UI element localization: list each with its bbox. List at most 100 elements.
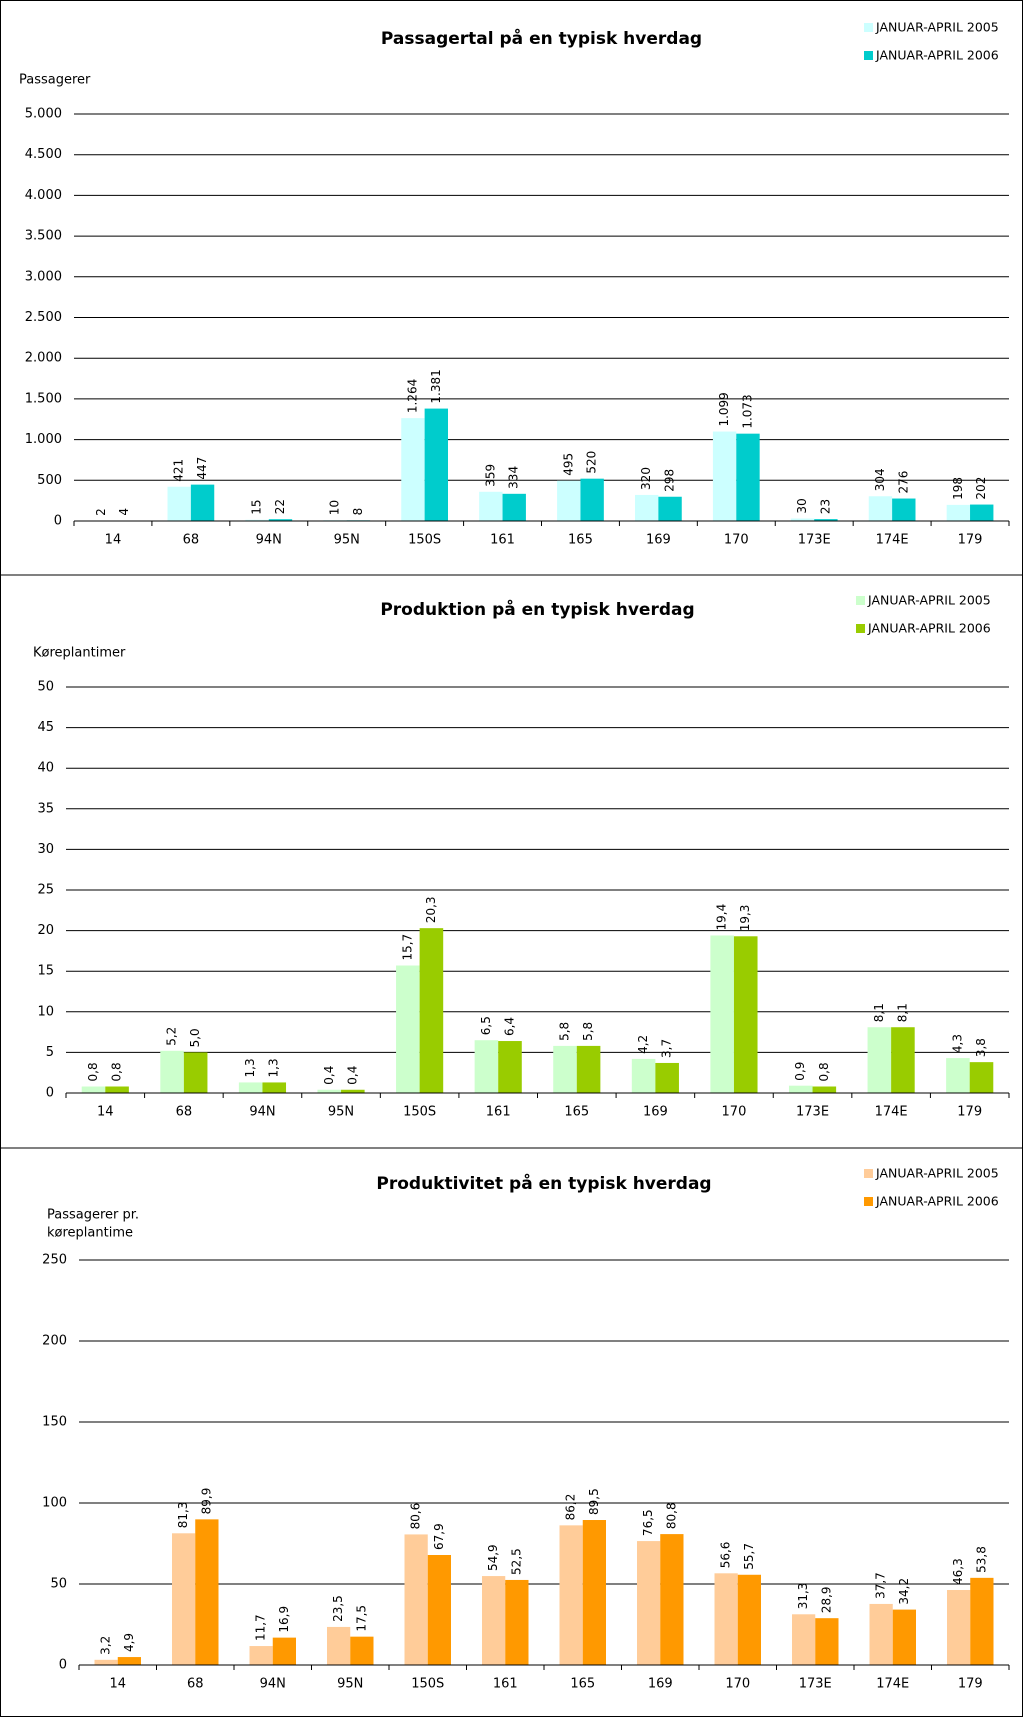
legend-label: JANUAR-APRIL 2006 [867,621,991,636]
value-label: 0,8 [817,1062,831,1081]
bar [969,1062,994,1093]
x-tick-label: 94N [260,1677,286,1692]
legend-label: JANUAR-APRIL 2005 [867,593,991,608]
bar [482,1576,506,1665]
value-label: 198 [951,477,965,500]
value-label: 37,7 [874,1572,888,1599]
y-tick-label: 3.500 [25,229,62,244]
y-tick-label: 500 [37,473,62,488]
value-label: 359 [483,464,497,487]
bar [474,1040,499,1093]
value-label: 56,6 [719,1542,733,1569]
bar [341,1089,365,1093]
x-tick-label: 173E [796,1105,829,1120]
x-tick-label: 161 [493,1677,518,1692]
value-label: 5,0 [188,1028,202,1047]
value-label: 19,4 [715,904,729,931]
x-tick-label: 14 [97,1105,114,1120]
chart-title: Passagertal på en typisk hverdag [381,27,702,49]
y-tick-label: 40 [37,761,54,776]
x-tick-label: 150S [408,533,441,548]
value-label: 3,2 [99,1636,113,1655]
value-label: 1.073 [740,394,754,428]
value-label: 334 [507,466,521,489]
bar [350,1636,374,1665]
bar [479,491,503,521]
bar [892,1609,916,1665]
x-tick-label: 170 [725,1677,750,1692]
bar [655,1062,679,1093]
bar [582,1520,606,1665]
x-tick-label: 179 [957,1105,982,1120]
value-label: 304 [873,468,887,491]
value-label: 0,8 [110,1062,124,1081]
bar [262,1082,287,1093]
value-label: 1.381 [429,369,443,403]
value-label: 86,2 [564,1494,578,1521]
y-tick-label: 1.000 [25,432,62,447]
bar [814,519,838,521]
value-label: 1,3 [243,1058,257,1077]
value-label: 17,5 [354,1605,368,1632]
x-tick-label: 150S [411,1677,444,1692]
bar [502,493,526,521]
x-tick-label: 174E [876,1677,909,1692]
value-label: 447 [195,457,209,480]
value-label: 20,3 [424,896,438,923]
value-label: 15 [250,499,264,514]
y-tick-label: 150 [42,1415,67,1430]
value-label: 8 [351,508,365,516]
bar [167,486,191,521]
bar [505,1579,529,1665]
value-label: 1.264 [405,379,419,413]
bar [160,1050,184,1093]
bar [737,1574,761,1665]
x-tick-label: 95N [337,1677,363,1692]
x-tick-label: 174E [876,533,909,548]
legend-swatch [864,1169,873,1178]
value-label: 55,7 [742,1543,756,1570]
x-tick-label: 170 [724,533,749,548]
value-label: 15,7 [400,934,414,961]
bar [396,965,420,1093]
bar [272,1637,296,1665]
x-tick-label: 68 [183,533,200,548]
bar [117,1657,141,1665]
bar [733,936,758,1093]
value-label: 5,8 [558,1022,572,1041]
y-tick-label: 3.000 [25,269,62,284]
y-tick-label: 50 [50,1577,67,1592]
value-label: 8,1 [895,1003,909,1022]
value-label: 53,8 [974,1546,988,1573]
legend-swatch [864,1197,873,1206]
bar [427,1555,451,1665]
y-tick-label: 5 [46,1045,54,1060]
y-tick-label: 15 [37,964,54,979]
bar [712,431,737,521]
bar [424,408,448,521]
value-label: 3,8 [974,1038,988,1057]
x-tick-label: 161 [490,533,515,548]
y-tick-label: 4.000 [25,188,62,203]
value-label: 5,8 [581,1022,595,1041]
value-label: 8,1 [872,1003,886,1022]
x-tick-label: 165 [570,1677,595,1692]
value-label: 80,6 [409,1503,423,1530]
bar [553,1045,577,1093]
bar [183,1052,208,1093]
value-label: 31,3 [796,1583,810,1610]
y-tick-label: 2.500 [25,310,62,325]
value-label: 520 [585,451,599,474]
value-label: 16,9 [277,1606,291,1633]
value-label: 81,3 [176,1502,190,1529]
value-label: 89,9 [199,1488,213,1515]
bar [404,1534,428,1665]
bar [947,1589,971,1665]
x-tick-label: 95N [334,533,360,548]
bar [498,1041,522,1093]
value-label: 421 [172,459,186,482]
value-label: 3,7 [660,1039,674,1058]
value-label: 67,9 [432,1523,446,1550]
bar [419,928,444,1093]
